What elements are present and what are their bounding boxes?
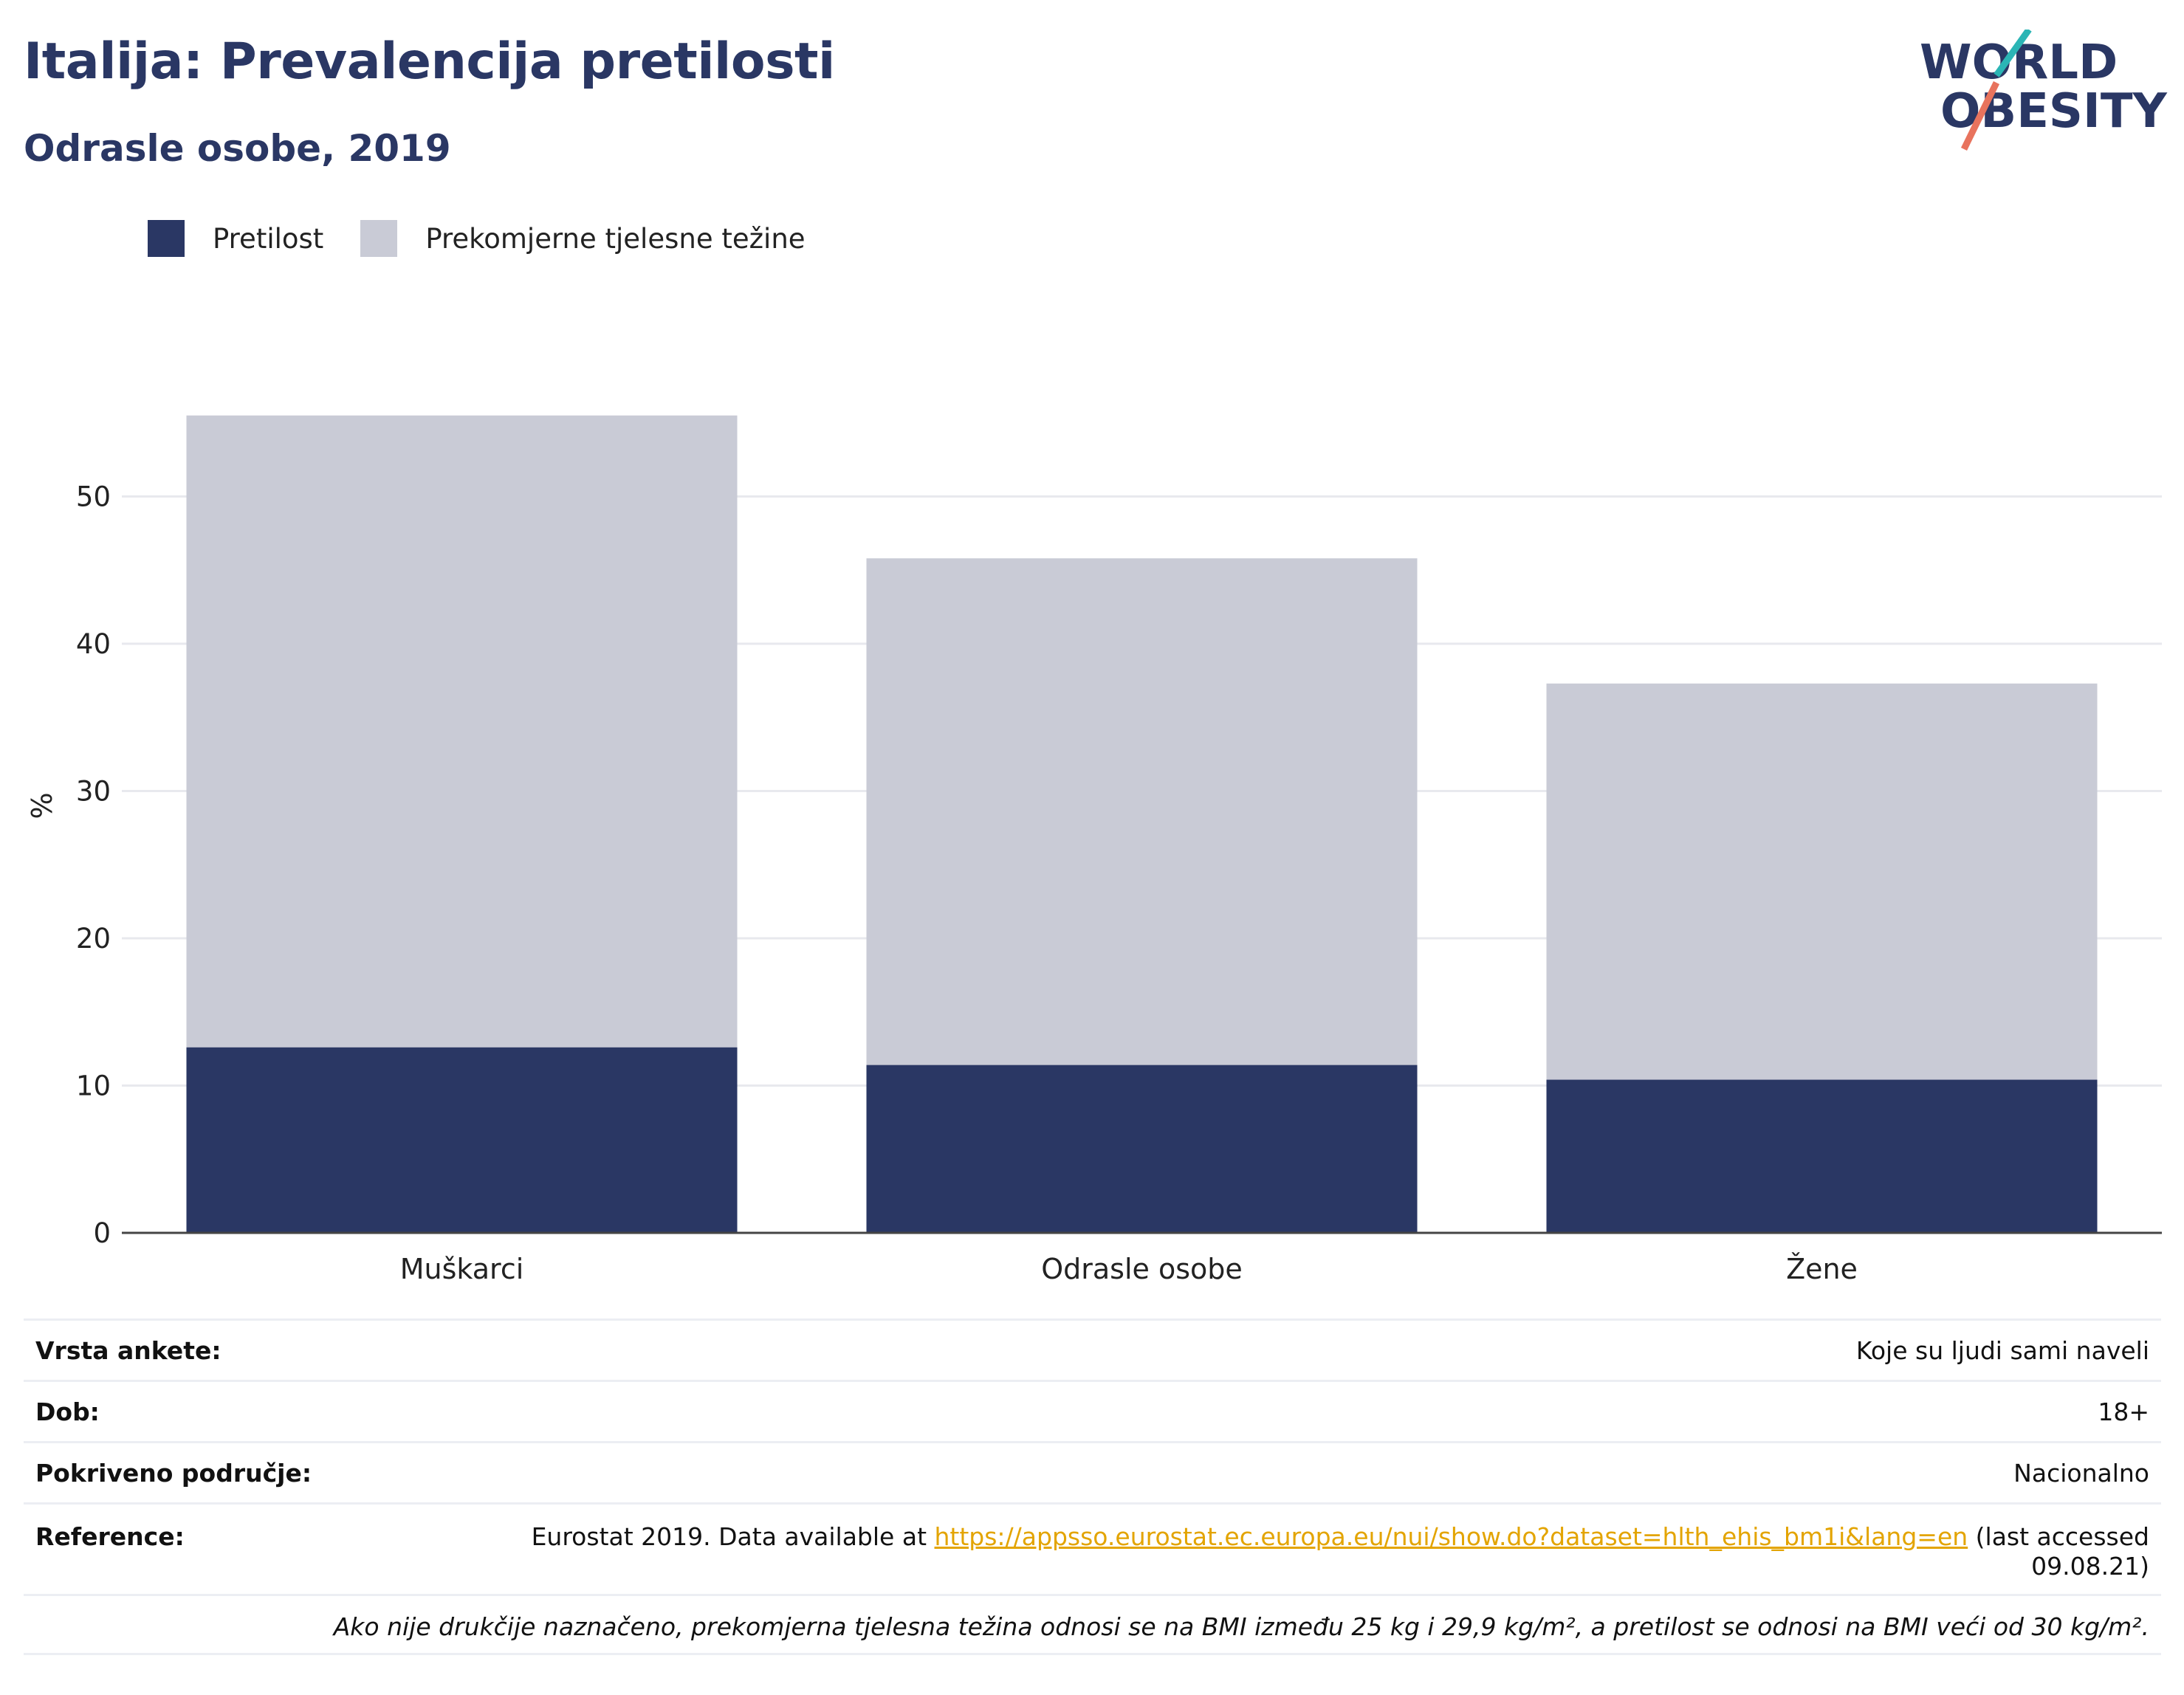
reference-link[interactable]: https://appsso.eurostat.ec.europa.eu/nui… bbox=[934, 1522, 1968, 1551]
reference-prefix: Eurostat 2019. Data available at bbox=[531, 1522, 935, 1551]
legend-label-obesity: Pretilost bbox=[213, 222, 324, 255]
legend-item-overweight[interactable]: Prekomjerne tjelesne težine bbox=[360, 220, 806, 257]
x-tick-label: Žene bbox=[1786, 1253, 1858, 1285]
meta-label-age: Dob: bbox=[35, 1397, 100, 1426]
meta-label-survey: Vrsta ankete: bbox=[35, 1335, 222, 1365]
world-obesity-logo: WORLD OBESITY bbox=[1920, 30, 2167, 151]
logo-slash-coral bbox=[1960, 81, 2000, 151]
legend-item-obesity[interactable]: Pretilost bbox=[148, 220, 323, 257]
meta-label-coverage: Pokriveno područje: bbox=[35, 1458, 312, 1488]
logo-word-2: OBESITY bbox=[1940, 84, 2167, 139]
y-tick-label: 20 bbox=[76, 923, 111, 955]
logo-slash-teal bbox=[1994, 30, 2032, 78]
legend-label-overweight: Prekomjerne tjelesne težine bbox=[425, 222, 806, 255]
y-tick-label: 40 bbox=[76, 628, 111, 660]
reference-date: 09.08.21) bbox=[2031, 1552, 2149, 1581]
meta-row-coverage: Pokriveno područje: Nacionalno bbox=[24, 1441, 2161, 1502]
meta-row-reference: Reference: Eurostat 2019. Data available… bbox=[24, 1502, 2161, 1594]
meta-value-age: 18+ bbox=[2098, 1397, 2149, 1426]
legend-swatch-overweight bbox=[360, 220, 398, 257]
meta-value-reference: Eurostat 2019. Data available at https:/… bbox=[532, 1522, 2149, 1594]
chart-title: Italija: Prevalencija pretilosti bbox=[24, 32, 835, 91]
y-axis-title: % bbox=[26, 792, 58, 819]
bar-obesity bbox=[1546, 1079, 2098, 1233]
chart-subtitle: Odrasle osobe, 2019 bbox=[24, 127, 451, 170]
y-tick-label: 30 bbox=[76, 776, 111, 808]
meta-value-survey: Koje su ljudi sami naveli bbox=[1855, 1335, 2149, 1365]
bar-overweight bbox=[866, 558, 1418, 1065]
meta-label-reference: Reference: bbox=[35, 1522, 185, 1551]
bar-obesity bbox=[866, 1065, 1418, 1233]
metadata-table: Vrsta ankete: Koje su ljudi sami naveli … bbox=[24, 1318, 2161, 1655]
y-tick-label: 0 bbox=[93, 1217, 111, 1249]
meta-value-coverage: Nacionalno bbox=[2013, 1458, 2149, 1488]
bar-overweight bbox=[1546, 683, 2098, 1080]
legend-swatch-obesity bbox=[148, 220, 185, 257]
bar-chart: 0 10 20 30 40 50 Muškarci Odrasle osobe Žene% bbox=[26, 415, 2162, 1285]
y-tick-label: 10 bbox=[76, 1070, 111, 1102]
meta-row-survey: Vrsta ankete: Koje su ljudi sami naveli bbox=[24, 1318, 2161, 1380]
bar-obesity bbox=[186, 1047, 738, 1233]
reference-suffix: (last accessed bbox=[1968, 1522, 2149, 1551]
y-tick-label: 50 bbox=[76, 481, 111, 513]
meta-row-age: Dob: 18+ bbox=[24, 1380, 2161, 1441]
legend: Pretilost Prekomjerne tjelesne težine bbox=[148, 220, 842, 257]
footnote: Ako nije drukčije naznačeno, prekomjerna… bbox=[24, 1594, 2161, 1655]
x-tick-label: Odrasle osobe bbox=[1041, 1253, 1243, 1285]
bar-overweight bbox=[186, 415, 738, 1048]
x-tick-label: Muškarci bbox=[400, 1253, 524, 1285]
